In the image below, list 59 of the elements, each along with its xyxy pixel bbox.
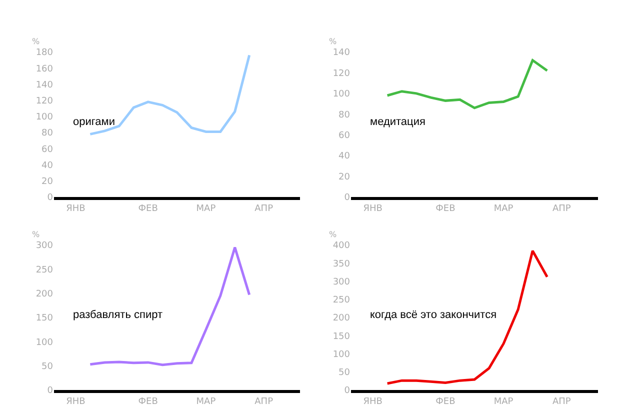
y-tick-label: 140: [332, 48, 350, 58]
y-tick-label: 140: [36, 80, 54, 90]
y-tick-label: 50: [42, 362, 54, 372]
y-tick-label: 0: [344, 386, 350, 396]
y-tick-label: 40: [42, 160, 54, 171]
x-tick-label: МАР: [196, 396, 216, 407]
x-tick-label: АПР: [552, 204, 572, 214]
y-tick-label: 300: [332, 277, 350, 288]
y-axis-title: %: [329, 230, 337, 239]
y-tick-label: 400: [332, 241, 350, 252]
y-tick-label: 60: [42, 144, 54, 155]
y-tick-label: 180: [36, 48, 54, 58]
y-tick-label: 150: [36, 314, 54, 324]
series-label: оригами: [73, 116, 115, 128]
x-tick-label: ФЕВ: [138, 396, 158, 407]
x-tick-label: ЯНВ: [66, 396, 86, 407]
y-tick-label: 0: [344, 193, 350, 204]
x-tick-label: МАР: [494, 396, 514, 407]
y-tick-label: 80: [42, 128, 54, 139]
y-tick-label: 200: [36, 289, 54, 300]
y-tick-label: 350: [332, 259, 350, 270]
y-tick-label: 160: [36, 64, 54, 74]
y-tick-label: 250: [36, 265, 54, 276]
y-tick-label: 120: [332, 68, 350, 79]
y-tick-label: 100: [36, 338, 54, 348]
y-axis-title: %: [329, 37, 337, 46]
x-tick-label: ФЕВ: [138, 204, 158, 214]
x-tick-label: ЯНВ: [66, 204, 86, 214]
x-tick-label: АПР: [254, 396, 274, 407]
y-tick-label: 100: [332, 90, 350, 100]
y-tick-label: 20: [42, 177, 54, 188]
y-tick-label: 80: [338, 110, 350, 120]
y-tick-label: 150: [332, 332, 350, 342]
y-tick-label: 100: [36, 112, 54, 123]
y-tick-label: 0: [47, 193, 54, 204]
y-tick-label: 20: [338, 172, 350, 182]
x-tick-label: ФЕВ: [436, 204, 456, 214]
y-tick-label: 120: [36, 96, 54, 106]
x-tick-label: ФЕВ: [436, 396, 456, 407]
y-tick-label: 60: [338, 131, 350, 142]
y-tick-label: 250: [332, 296, 350, 306]
y-tick-label: 40: [338, 152, 350, 162]
x-tick-label: ЯНВ: [363, 204, 382, 214]
series-label: когда всё это закончится: [370, 309, 497, 321]
y-tick-label: 50: [338, 368, 350, 378]
text: разбавлять спирт: [73, 309, 163, 321]
x-tick-label: МАР: [196, 204, 216, 214]
y-axis-title: %: [32, 37, 40, 46]
x-tick-label: АПР: [552, 396, 572, 407]
y-axis-title: %: [32, 230, 40, 239]
series-label: медитация: [370, 116, 426, 128]
x-tick-label: ЯНВ: [363, 396, 382, 407]
x-tick-label: АПР: [254, 204, 274, 214]
y-tick-label: 200: [332, 314, 350, 324]
y-tick-label: 100: [332, 350, 350, 360]
y-tick-label: 0: [47, 386, 54, 396]
line-series: [386, 59, 548, 110]
y-tick-label: 300: [36, 241, 54, 252]
x-tick-label: МАР: [494, 204, 514, 214]
